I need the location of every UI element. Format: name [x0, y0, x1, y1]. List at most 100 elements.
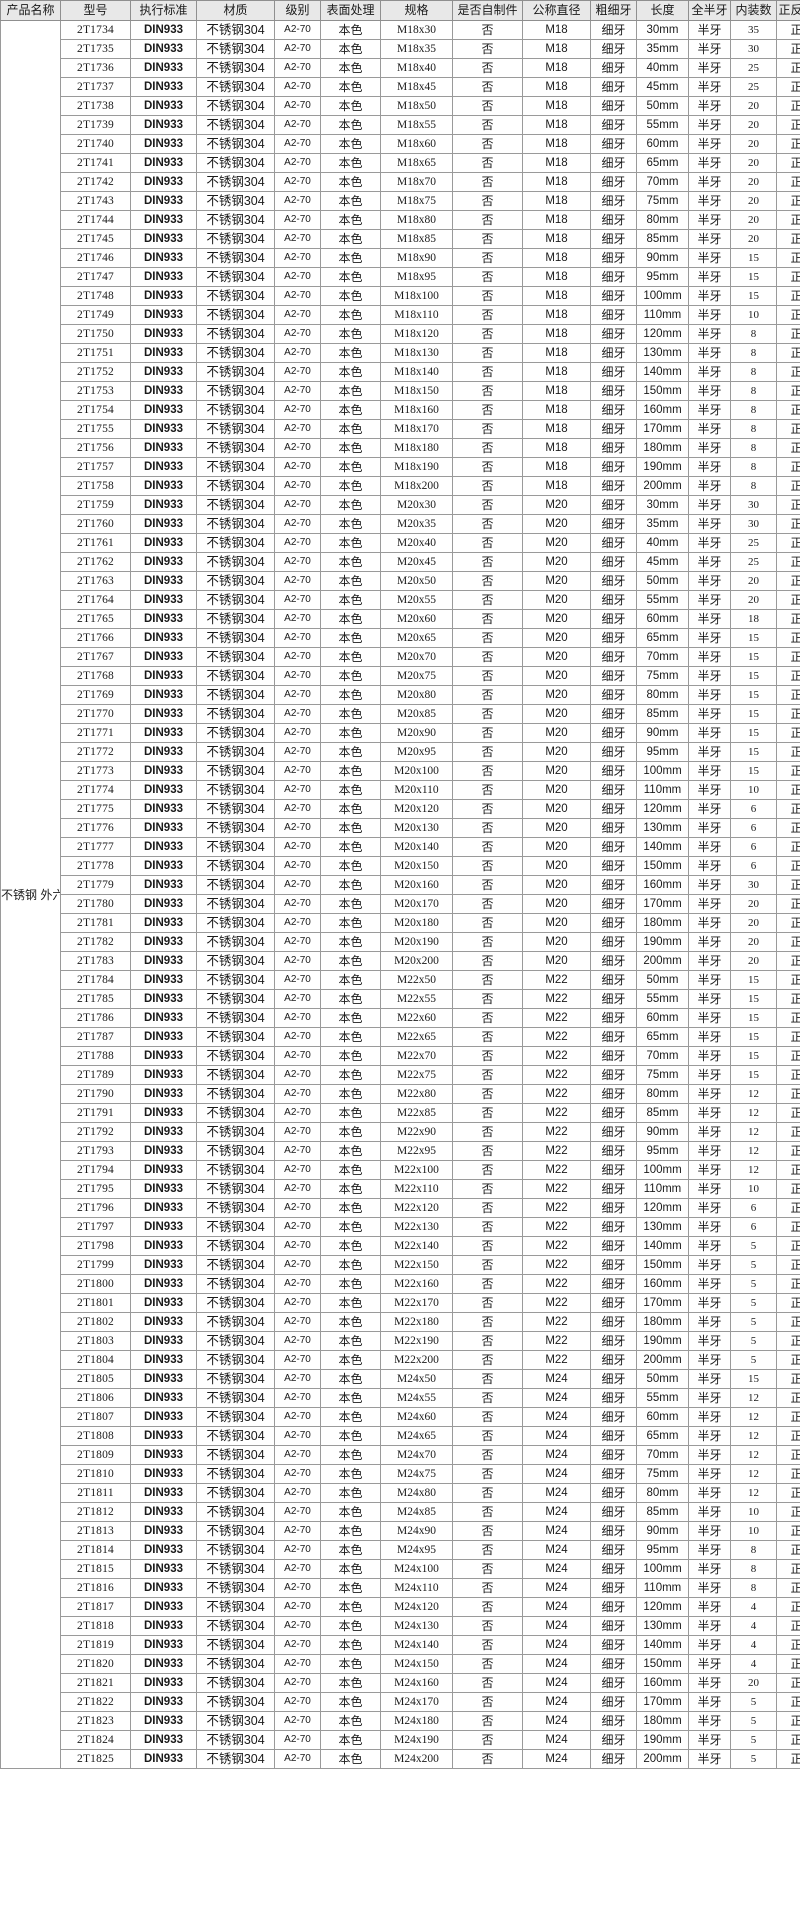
model-cell: 2T1782 [60, 932, 131, 952]
self-made-cell: 否 [452, 438, 523, 458]
standard-cell: DIN933 [130, 115, 197, 135]
inner-qty-cell: 5 [730, 1711, 777, 1731]
thread-length-cell: 半牙 [688, 799, 731, 819]
standard-cell: DIN933 [130, 1293, 197, 1313]
model-cell: 2T1797 [60, 1217, 131, 1237]
diameter-cell: M18 [522, 153, 591, 173]
table-row: 2T1751 DIN933 不锈钢304 A2-70 本色 M18x130 否 M18 细牙 13… [1, 343, 800, 363]
spec-cell: M24x55 [380, 1388, 453, 1408]
finish-cell: 本色 [320, 1103, 381, 1123]
grade-cell: A2-70 [274, 1008, 321, 1028]
finish-cell: 本色 [320, 552, 381, 572]
material-cell: 不锈钢304 [196, 1407, 275, 1427]
material-cell: 不锈钢304 [196, 457, 275, 477]
standard-cell: DIN933 [130, 1027, 197, 1047]
standard-cell: DIN933 [130, 1540, 197, 1560]
grade-cell: A2-70 [274, 438, 321, 458]
spec-cell: M20x180 [380, 913, 453, 933]
thread-pitch-cell: 细牙 [590, 761, 637, 781]
model-cell: 2T1789 [60, 1065, 131, 1085]
inner-qty-cell: 12 [730, 1084, 777, 1104]
grade-cell: A2-70 [274, 362, 321, 382]
diameter-cell: M24 [522, 1464, 591, 1484]
table-row: 2T1752 DIN933 不锈钢304 A2-70 本色 M18x140 否 M18 细牙 14… [1, 362, 800, 382]
grade-cell: A2-70 [274, 1521, 321, 1541]
thread-dir-cell: 正 [776, 1255, 800, 1275]
inner-qty-cell: 20 [730, 1673, 777, 1693]
model-cell: 2T1816 [60, 1578, 131, 1598]
material-cell: 不锈钢304 [196, 1312, 275, 1332]
thread-pitch-cell: 细牙 [590, 609, 637, 629]
standard-cell: DIN933 [130, 1521, 197, 1541]
standard-cell: DIN933 [130, 666, 197, 686]
spec-cell: M24x65 [380, 1426, 453, 1446]
finish-cell: 本色 [320, 742, 381, 762]
thread-dir-cell: 正 [776, 1730, 800, 1750]
table-row: 2T1803 DIN933 不锈钢304 A2-70 本色 M22x190 否 M22 细牙 19… [1, 1331, 800, 1351]
spec-cell: M18x180 [380, 438, 453, 458]
spec-cell: M24x90 [380, 1521, 453, 1541]
thread-length-cell: 半牙 [688, 324, 731, 344]
inner-qty-cell: 12 [730, 1160, 777, 1180]
diameter-cell: M24 [522, 1445, 591, 1465]
diameter-cell: M24 [522, 1597, 591, 1617]
self-made-cell: 否 [452, 1293, 523, 1313]
grade-cell: A2-70 [274, 780, 321, 800]
material-cell: 不锈钢304 [196, 305, 275, 325]
inner-qty-cell: 6 [730, 1198, 777, 1218]
thread-length-cell: 半牙 [688, 457, 731, 477]
thread-length-cell: 半牙 [688, 362, 731, 382]
model-cell: 2T1774 [60, 780, 131, 800]
thread-pitch-cell: 细牙 [590, 1027, 637, 1047]
inner-qty-cell: 6 [730, 1217, 777, 1237]
diameter-cell: M20 [522, 571, 591, 591]
model-cell: 2T1734 [60, 20, 131, 40]
column-header-3: 材质 [196, 0, 275, 21]
material-cell: 不锈钢304 [196, 1084, 275, 1104]
inner-qty-cell: 15 [730, 267, 777, 287]
material-cell: 不锈钢304 [196, 590, 275, 610]
self-made-cell: 否 [452, 666, 523, 686]
diameter-cell: M22 [522, 1293, 591, 1313]
material-cell: 不锈钢304 [196, 761, 275, 781]
inner-qty-cell: 20 [730, 115, 777, 135]
thread-pitch-cell: 细牙 [590, 1483, 637, 1503]
table-row: 2T1756 DIN933 不锈钢304 A2-70 本色 M18x180 否 M18 细牙 18… [1, 438, 800, 458]
diameter-cell: M24 [522, 1502, 591, 1522]
inner-qty-cell: 12 [730, 1445, 777, 1465]
spec-cell: M20x170 [380, 894, 453, 914]
length-cell: 140mm [636, 362, 689, 382]
inner-qty-cell: 5 [730, 1236, 777, 1256]
self-made-cell: 否 [452, 932, 523, 952]
model-cell: 2T1744 [60, 210, 131, 230]
model-cell: 2T1775 [60, 799, 131, 819]
table-row: 2T1808 DIN933 不锈钢304 A2-70 本色 M24x65 否 M24 细牙 65m… [1, 1426, 800, 1446]
standard-cell: DIN933 [130, 210, 197, 230]
diameter-cell: M20 [522, 780, 591, 800]
model-cell: 2T1764 [60, 590, 131, 610]
table-row: 2T1810 DIN933 不锈钢304 A2-70 本色 M24x75 否 M24 细牙 75m… [1, 1464, 800, 1484]
material-cell: 不锈钢304 [196, 609, 275, 629]
thread-dir-cell: 正 [776, 1559, 800, 1579]
model-cell: 2T1778 [60, 856, 131, 876]
table-row: 2T1809 DIN933 不锈钢304 A2-70 本色 M24x70 否 M24 细牙 70m… [1, 1445, 800, 1465]
table-row: 2T1759 DIN933 不锈钢304 A2-70 本色 M20x30 否 M20 细牙 30m… [1, 495, 800, 515]
model-cell: 2T1808 [60, 1426, 131, 1446]
standard-cell: DIN933 [130, 1730, 197, 1750]
thread-pitch-cell: 细牙 [590, 837, 637, 857]
diameter-cell: M24 [522, 1578, 591, 1598]
standard-cell: DIN933 [130, 704, 197, 724]
table-row: 2T1799 DIN933 不锈钢304 A2-70 本色 M22x150 否 M22 细牙 15… [1, 1255, 800, 1275]
thread-length-cell: 半牙 [688, 685, 731, 705]
length-cell: 70mm [636, 1046, 689, 1066]
material-cell: 不锈钢304 [196, 1692, 275, 1712]
length-cell: 85mm [636, 1103, 689, 1123]
material-cell: 不锈钢304 [196, 96, 275, 116]
spec-cell: M20x75 [380, 666, 453, 686]
finish-cell: 本色 [320, 343, 381, 363]
model-cell: 2T1766 [60, 628, 131, 648]
thread-length-cell: 半牙 [688, 1749, 731, 1769]
standard-cell: DIN933 [130, 1350, 197, 1370]
thread-length-cell: 半牙 [688, 1388, 731, 1408]
spec-cell: M20x190 [380, 932, 453, 952]
